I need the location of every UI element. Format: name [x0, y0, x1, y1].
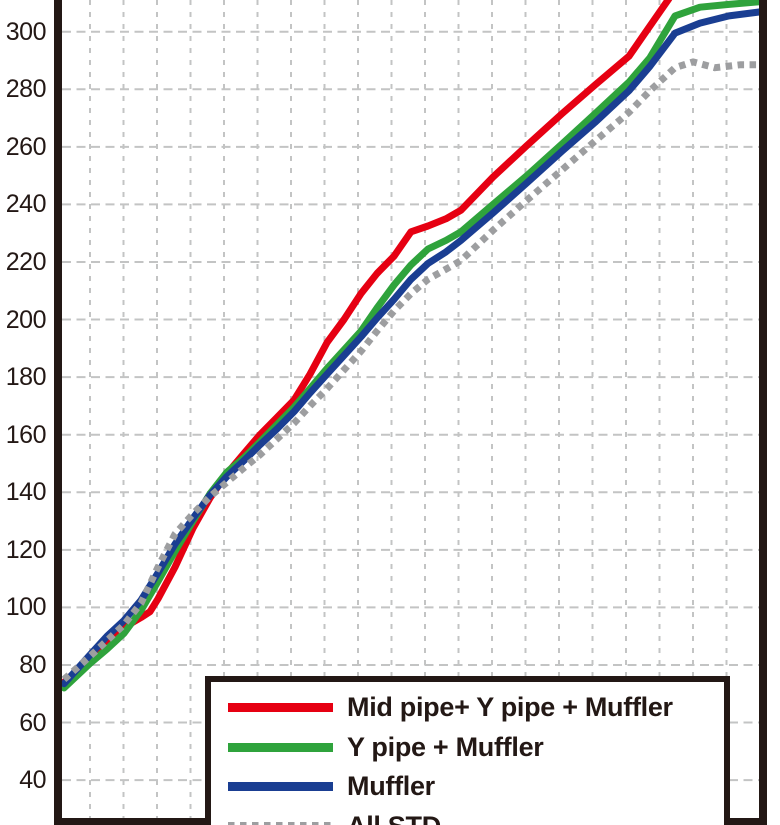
- legend-item-muffler: Muffler: [211, 767, 724, 807]
- legend-item-all-std: All STD: [211, 807, 724, 825]
- legend-swatch-all-std: [228, 821, 333, 825]
- series-lines: [60, 0, 766, 692]
- legend-item-y-pipe-muffler: Y pipe + Muffler: [211, 728, 724, 768]
- series-line-y-pipe-muffler: [60, 0, 766, 692]
- series-line-mid-pipe-y-pipe-muffler: [60, 0, 673, 686]
- legend-label-all-std: All STD: [347, 811, 441, 825]
- legend-swatch-y-pipe-muffler: [228, 742, 333, 752]
- legend-swatch-mid-pipe-y-pipe-muffler: [228, 703, 333, 713]
- series-line-all-std: [61, 58, 762, 683]
- y-axis-line: [54, 0, 62, 825]
- legend-label-mid-pipe-y-pipe-muffler: Mid pipe+ Y pipe + Muffler: [347, 692, 673, 723]
- legend: Mid pipe+ Y pipe + Muffler Y pipe + Muffl…: [205, 676, 730, 825]
- legend-label-y-pipe-muffler: Y pipe + Muffler: [347, 731, 544, 762]
- plot-right-border: [759, 0, 767, 825]
- series-line-muffler: [60, 8, 766, 688]
- legend-swatch-muffler: [228, 782, 333, 792]
- legend-label-muffler: Muffler: [347, 771, 435, 802]
- legend-item-mid-pipe-y-pipe-muffler: Mid pipe+ Y pipe + Muffler: [211, 688, 724, 728]
